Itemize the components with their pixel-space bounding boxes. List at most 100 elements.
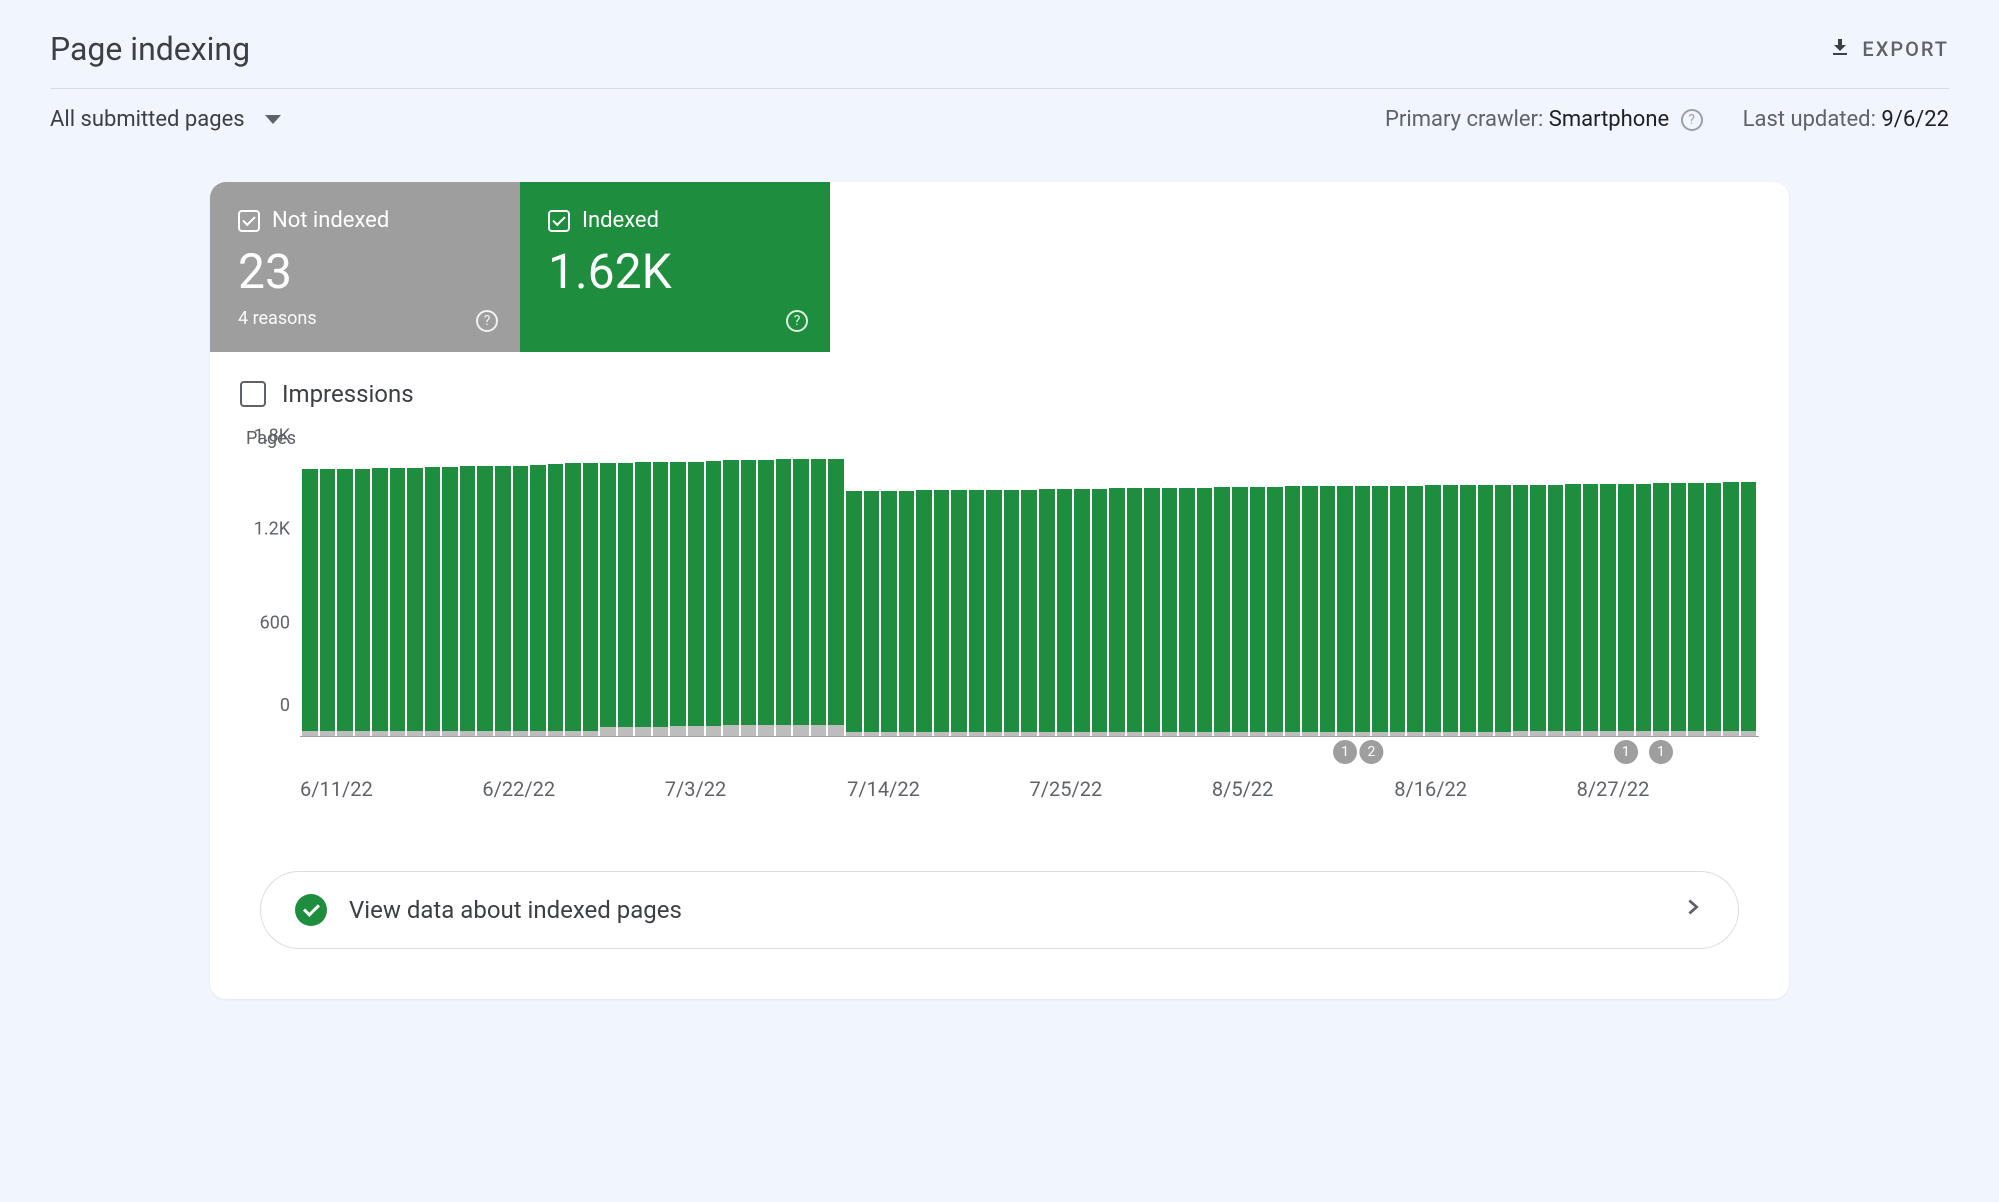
chart-bar[interactable]: 1: [1618, 457, 1634, 736]
filter-dropdown[interactable]: All submitted pages: [50, 107, 281, 132]
chart-bar[interactable]: [1074, 457, 1090, 736]
chart-bar[interactable]: [1302, 457, 1318, 736]
chart-bar[interactable]: [1004, 457, 1020, 736]
chart-bar[interactable]: [1671, 457, 1687, 736]
chart-bar[interactable]: [1232, 457, 1248, 736]
impressions-toggle[interactable]: Impressions: [210, 352, 1789, 408]
chart-bar[interactable]: [355, 457, 371, 736]
x-tick: 7/14/22: [847, 777, 1029, 801]
chart-bar[interactable]: [618, 457, 634, 736]
chart-bar[interactable]: [758, 457, 774, 736]
chart-bar[interactable]: [1600, 457, 1616, 736]
view-indexed-pages-button[interactable]: View data about indexed pages: [260, 871, 1739, 949]
chart-bar[interactable]: [460, 457, 476, 736]
chart-bar[interactable]: [1039, 457, 1055, 736]
help-icon[interactable]: ?: [476, 310, 498, 332]
chart-marker[interactable]: 1: [1614, 740, 1638, 764]
chart-bar[interactable]: [407, 457, 423, 736]
chart-bar[interactable]: [1197, 457, 1213, 736]
chart-bar[interactable]: [1250, 457, 1266, 736]
chart-bar[interactable]: [828, 457, 844, 736]
chart-bar[interactable]: [337, 457, 353, 736]
chart-bar[interactable]: [864, 457, 880, 736]
chart-bar[interactable]: [1109, 457, 1125, 736]
chart-bar[interactable]: [495, 457, 511, 736]
chart-bar[interactable]: [1565, 457, 1581, 736]
chart-bar[interactable]: [442, 457, 458, 736]
chart-bar[interactable]: [1372, 457, 1388, 736]
chart-bar[interactable]: [934, 457, 950, 736]
chart-bar[interactable]: [1723, 457, 1739, 736]
chart-bar[interactable]: [425, 457, 441, 736]
chart-bar[interactable]: [583, 457, 599, 736]
status-card-indexed[interactable]: Indexed 1.62K ?: [520, 182, 830, 352]
chart-bar[interactable]: [1057, 457, 1073, 736]
chart-bar[interactable]: [1530, 457, 1546, 736]
chart-marker[interactable]: 2: [1359, 740, 1383, 764]
chart-bar[interactable]: [1285, 457, 1301, 736]
chart-bar[interactable]: [390, 457, 406, 736]
chart-bar[interactable]: [320, 457, 336, 736]
chart-bar[interactable]: [1688, 457, 1704, 736]
chart-bar[interactable]: [548, 457, 564, 736]
chart-bar[interactable]: [600, 457, 616, 736]
chart-bar[interactable]: [1636, 457, 1652, 736]
chart-bar[interactable]: [951, 457, 967, 736]
chart-marker[interactable]: 1: [1649, 740, 1673, 764]
chart-bar[interactable]: [1267, 457, 1283, 736]
help-icon[interactable]: ?: [786, 310, 808, 332]
chart-bar[interactable]: [1495, 457, 1511, 736]
chart-bar[interactable]: [635, 457, 651, 736]
chart-bar[interactable]: 12: [1337, 457, 1353, 736]
chart-bar[interactable]: [653, 457, 669, 736]
chart-bar[interactable]: [1320, 457, 1336, 736]
chart-bar[interactable]: 1: [1653, 457, 1669, 736]
export-button[interactable]: EXPORT: [1828, 35, 1949, 64]
chart-bar[interactable]: [1425, 457, 1441, 736]
chart-bar[interactable]: [916, 457, 932, 736]
chart-bar[interactable]: [1092, 457, 1108, 736]
chart-bar[interactable]: [793, 457, 809, 736]
status-card-not-indexed[interactable]: Not indexed 23 4 reasons ?: [210, 182, 520, 352]
chart-bar[interactable]: [1355, 457, 1371, 736]
chart-bar[interactable]: [1706, 457, 1722, 736]
chart-bar[interactable]: [1179, 457, 1195, 736]
chart-bar[interactable]: [723, 457, 739, 736]
chart-bar[interactable]: [477, 457, 493, 736]
chart-bar[interactable]: [688, 457, 704, 736]
checkbox-checked-icon: [548, 210, 570, 232]
chart-bar[interactable]: [565, 457, 581, 736]
chart-bar[interactable]: [513, 457, 529, 736]
chart-bar[interactable]: [811, 457, 827, 736]
chart-bar[interactable]: [1513, 457, 1529, 736]
status-value: 1.62K: [548, 243, 802, 300]
chart-bar[interactable]: [899, 457, 915, 736]
chart-bar[interactable]: [1548, 457, 1564, 736]
chart-bar[interactable]: [969, 457, 985, 736]
chart-bar[interactable]: [1583, 457, 1599, 736]
chart-bar[interactable]: [1741, 457, 1757, 736]
chart-bar[interactable]: [670, 457, 686, 736]
y-tick: 0: [280, 695, 290, 716]
chart-bar[interactable]: [986, 457, 1002, 736]
chart-bar[interactable]: [881, 457, 897, 736]
chart-marker[interactable]: 1: [1333, 740, 1357, 764]
chart-bar[interactable]: [776, 457, 792, 736]
help-icon[interactable]: ?: [1681, 109, 1703, 131]
chart-bar[interactable]: [1390, 457, 1406, 736]
chart-bar[interactable]: [1478, 457, 1494, 736]
chart-bar[interactable]: [846, 457, 862, 736]
chart-bar[interactable]: [1460, 457, 1476, 736]
chart-bar[interactable]: [1162, 457, 1178, 736]
chart-bar[interactable]: [706, 457, 722, 736]
chart-bar[interactable]: [1127, 457, 1143, 736]
chart-bar[interactable]: [1407, 457, 1423, 736]
chart-bar[interactable]: [1443, 457, 1459, 736]
chart-bar[interactable]: [1021, 457, 1037, 736]
chart-bar[interactable]: [530, 457, 546, 736]
chart-bar[interactable]: [302, 457, 318, 736]
chart-bar[interactable]: [1144, 457, 1160, 736]
chart-bar[interactable]: [741, 457, 757, 736]
chart-bar[interactable]: [1214, 457, 1230, 736]
chart-bar[interactable]: [372, 457, 388, 736]
